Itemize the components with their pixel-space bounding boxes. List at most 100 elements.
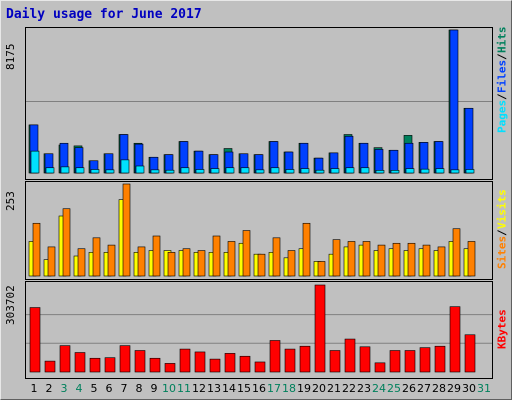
bar-files-day-27 bbox=[419, 142, 429, 174]
day-label-16: 16 bbox=[252, 382, 266, 395]
day-label-10: 10 bbox=[162, 382, 176, 395]
bar-pages-day-14 bbox=[225, 167, 235, 174]
legend-sep-3: / bbox=[495, 229, 509, 237]
day-label-14: 14 bbox=[222, 382, 236, 395]
bar-files-day-24 bbox=[374, 149, 384, 174]
bar-sites-day-20 bbox=[317, 261, 326, 277]
bar-kbytes-day-14 bbox=[224, 353, 236, 373]
bar-files-day-29 bbox=[449, 29, 459, 174]
legend-sep-1: / bbox=[495, 93, 509, 100]
bar-pages-day-6 bbox=[105, 169, 115, 174]
kbytes-ymax-label: 303702 bbox=[4, 285, 17, 325]
bar-sites-day-26 bbox=[407, 242, 416, 277]
bar-pages-day-21 bbox=[330, 168, 340, 174]
bar-pages-day-27 bbox=[420, 168, 430, 174]
bar-sites-day-19 bbox=[302, 222, 311, 277]
bar-kbytes-day-5 bbox=[89, 357, 101, 373]
bar-sites-day-12 bbox=[197, 250, 206, 277]
day-label-4: 4 bbox=[75, 382, 83, 395]
bar-kbytes-day-17 bbox=[269, 340, 281, 373]
bar-pages-day-15 bbox=[240, 167, 250, 174]
legend-files: Files bbox=[495, 60, 509, 94]
day-label-24: 24 bbox=[372, 382, 386, 395]
bar-sites-day-9 bbox=[152, 235, 161, 277]
bar-kbytes-day-9 bbox=[149, 357, 161, 373]
bar-pages-day-20 bbox=[315, 169, 325, 174]
bar-pages-day-5 bbox=[90, 169, 100, 174]
bar-pages-day-9 bbox=[150, 169, 160, 174]
bar-sites-day-13 bbox=[212, 235, 221, 277]
bar-pages-day-19 bbox=[300, 168, 310, 174]
bar-kbytes-day-7 bbox=[119, 345, 131, 373]
bar-sites-day-1 bbox=[32, 222, 41, 277]
day-label-11: 11 bbox=[177, 382, 191, 395]
bar-files-day-25 bbox=[389, 149, 399, 174]
bar-sites-day-14 bbox=[227, 241, 236, 277]
bar-sites-day-28 bbox=[437, 246, 446, 277]
day-axis: 1 2 3 4 5 6 7 8 9 10 11 12 13 14 15 16 17 18 19 20 21 22 23 24 2… bbox=[25, 382, 492, 396]
kbytes-legend: KBytes bbox=[495, 281, 509, 377]
bar-sites-day-30 bbox=[467, 241, 476, 277]
bar-kbytes-day-16 bbox=[254, 361, 266, 373]
day-label-25: 25 bbox=[387, 382, 401, 395]
day-label-31: 31 bbox=[477, 382, 491, 395]
bar-sites-day-5 bbox=[92, 237, 101, 277]
bar-pages-day-1 bbox=[30, 150, 40, 174]
day-label-9: 9 bbox=[150, 382, 158, 395]
bar-kbytes-day-6 bbox=[104, 357, 116, 373]
bar-sites-day-2 bbox=[47, 246, 56, 277]
bar-pages-day-4 bbox=[75, 167, 85, 174]
bar-kbytes-day-29 bbox=[449, 306, 461, 373]
day-label-26: 26 bbox=[402, 382, 416, 395]
bar-sites-day-21 bbox=[332, 239, 341, 277]
bar-pages-day-25 bbox=[390, 170, 400, 174]
bar-files-day-28 bbox=[434, 141, 444, 174]
bar-sites-day-23 bbox=[362, 241, 371, 277]
bar-kbytes-day-20 bbox=[314, 284, 326, 373]
bar-pages-day-23 bbox=[360, 167, 370, 174]
legend-hits: Hits bbox=[495, 27, 509, 54]
bar-sites-day-25 bbox=[392, 242, 401, 277]
bar-sites-day-4 bbox=[77, 248, 86, 277]
day-label-5: 5 bbox=[90, 382, 98, 395]
sites-visits-panel bbox=[25, 181, 493, 280]
hits-ymax-label: 8175 bbox=[4, 43, 17, 71]
bar-kbytes-day-22 bbox=[344, 338, 356, 373]
hits-files-pages-panel bbox=[25, 27, 493, 180]
bar-kbytes-day-11 bbox=[179, 348, 191, 373]
bar-pages-day-28 bbox=[435, 168, 445, 174]
bar-kbytes-day-28 bbox=[434, 345, 446, 373]
day-label-17: 17 bbox=[267, 382, 281, 395]
bar-files-day-30 bbox=[464, 107, 474, 174]
bar-sites-day-11 bbox=[182, 248, 191, 277]
bar-kbytes-day-19 bbox=[299, 345, 311, 373]
bar-kbytes-day-8 bbox=[134, 350, 146, 373]
day-label-18: 18 bbox=[282, 382, 296, 395]
bar-kbytes-day-3 bbox=[59, 345, 71, 373]
bar-sites-day-15 bbox=[242, 230, 251, 277]
bar-kbytes-day-24 bbox=[374, 362, 386, 373]
day-label-22: 22 bbox=[342, 382, 356, 395]
bar-sites-day-7 bbox=[122, 183, 131, 277]
bar-pages-day-7 bbox=[120, 159, 130, 174]
bar-pages-day-18 bbox=[285, 169, 295, 174]
sites-visits-legend: Sites / Visits bbox=[495, 181, 509, 278]
sites-ymax-label: 253 bbox=[4, 191, 17, 211]
bar-pages-day-13 bbox=[210, 168, 220, 174]
hits-files-pages-plot bbox=[26, 29, 492, 174]
day-label-29: 29 bbox=[447, 382, 461, 395]
legend-sep-2: / bbox=[495, 53, 509, 61]
bar-kbytes-day-4 bbox=[74, 352, 86, 373]
day-label-3: 3 bbox=[60, 382, 68, 395]
bar-pages-day-30 bbox=[465, 169, 475, 174]
bar-sites-day-3 bbox=[62, 208, 71, 277]
bar-pages-day-29 bbox=[450, 169, 460, 174]
day-label-1: 1 bbox=[30, 382, 38, 395]
bar-pages-day-22 bbox=[345, 167, 355, 174]
day-label-13: 13 bbox=[207, 382, 221, 395]
bar-sites-day-16 bbox=[257, 253, 266, 277]
bar-kbytes-day-2 bbox=[44, 360, 56, 373]
day-label-21: 21 bbox=[327, 382, 341, 395]
day-label-7: 7 bbox=[120, 382, 128, 395]
